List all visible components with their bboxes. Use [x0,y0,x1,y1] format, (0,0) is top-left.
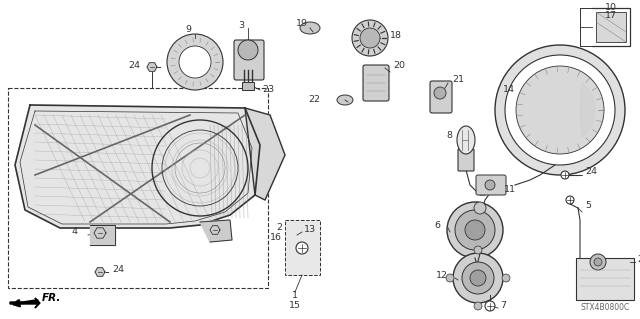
Text: 1: 1 [292,291,298,300]
Text: 23: 23 [262,85,274,94]
Text: 13: 13 [304,226,316,234]
Circle shape [561,171,569,179]
Bar [576,258,634,300]
Circle shape [453,253,503,303]
Text: 4: 4 [72,227,78,236]
Text: 24: 24 [128,62,140,70]
Circle shape [167,34,223,90]
Text: 9: 9 [185,26,191,34]
Text: 15: 15 [289,300,301,309]
FancyBboxPatch shape [458,149,474,171]
Text: 25: 25 [637,255,640,263]
Bar [285,220,320,275]
FancyBboxPatch shape [430,81,452,113]
Polygon shape [94,228,106,238]
Circle shape [474,202,486,214]
Circle shape [474,246,482,254]
Polygon shape [10,298,40,308]
Text: 3: 3 [238,20,244,29]
Text: 5: 5 [585,201,591,210]
Polygon shape [580,83,595,137]
Text: 18: 18 [390,31,402,40]
Text: STX4B0800C: STX4B0800C [580,303,630,312]
Polygon shape [15,105,260,228]
Bar [242,82,254,90]
Ellipse shape [457,126,475,154]
Bar [8,88,268,288]
Text: 8: 8 [446,131,452,140]
Circle shape [470,270,486,286]
Ellipse shape [300,22,320,34]
Circle shape [462,262,494,294]
Polygon shape [210,226,220,234]
Text: 10: 10 [605,4,617,12]
FancyBboxPatch shape [234,40,264,80]
Text: 11: 11 [504,184,516,194]
Text: FR.: FR. [42,293,61,303]
Text: 14: 14 [503,85,515,93]
Circle shape [516,66,604,154]
Bar [596,12,626,42]
Circle shape [485,301,495,311]
Circle shape [594,258,602,266]
Text: 19: 19 [296,19,308,27]
Text: 20: 20 [393,61,405,70]
Circle shape [360,28,380,48]
Circle shape [179,46,211,78]
Circle shape [485,180,495,190]
Circle shape [447,202,503,258]
Text: 21: 21 [452,76,464,85]
Text: 7: 7 [500,300,506,309]
Circle shape [455,210,495,250]
Text: 6: 6 [434,220,440,229]
Circle shape [446,274,454,282]
Circle shape [505,55,615,165]
Circle shape [502,274,510,282]
Text: 2: 2 [276,224,282,233]
Text: 12: 12 [436,271,448,279]
Text: 17: 17 [605,11,617,20]
Polygon shape [245,108,285,200]
Circle shape [434,87,446,99]
Text: 24: 24 [585,167,597,176]
Polygon shape [95,268,105,276]
Circle shape [465,220,485,240]
Polygon shape [147,63,157,71]
Circle shape [566,196,574,204]
Circle shape [474,302,482,310]
Text: 24: 24 [112,265,124,275]
Ellipse shape [337,95,353,105]
Polygon shape [200,220,232,242]
FancyBboxPatch shape [363,65,389,101]
Circle shape [238,40,258,60]
Circle shape [590,254,606,270]
FancyBboxPatch shape [476,175,506,195]
Circle shape [296,242,308,254]
Circle shape [495,45,625,175]
Circle shape [352,20,388,56]
Polygon shape [90,225,115,245]
Text: 22: 22 [308,94,320,103]
Text: 16: 16 [270,233,282,241]
